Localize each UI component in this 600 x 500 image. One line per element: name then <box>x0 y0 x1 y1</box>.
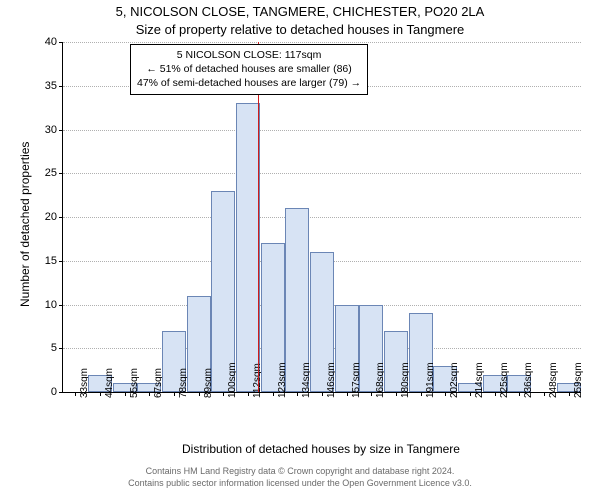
xtick-mark <box>569 392 570 396</box>
gridline <box>63 173 581 174</box>
ytick-label: 35 <box>45 80 57 92</box>
xtick-mark <box>445 392 446 396</box>
ytick-label: 40 <box>45 36 57 48</box>
gridline <box>63 42 581 43</box>
xtick-mark <box>273 392 274 396</box>
xtick-mark <box>100 392 101 396</box>
ytick-mark <box>59 173 63 174</box>
gridline <box>63 130 581 131</box>
ytick-mark <box>59 86 63 87</box>
xtick-mark <box>495 392 496 396</box>
x-axis-label: Distribution of detached houses by size … <box>62 442 580 456</box>
ytick-label: 5 <box>51 342 57 354</box>
xtick-mark <box>199 392 200 396</box>
xtick-mark <box>544 392 545 396</box>
chart-container: 5, NICOLSON CLOSE, TANGMERE, CHICHESTER,… <box>0 0 600 500</box>
ytick-label: 20 <box>45 211 57 223</box>
xtick-mark <box>125 392 126 396</box>
xtick-mark <box>470 392 471 396</box>
xtick-mark <box>297 392 298 396</box>
ytick-mark <box>59 392 63 393</box>
xtick-mark <box>149 392 150 396</box>
ytick-mark <box>59 42 63 43</box>
ytick-mark <box>59 305 63 306</box>
ytick-mark <box>59 261 63 262</box>
footer-line-1: Contains HM Land Registry data © Crown c… <box>0 466 600 478</box>
plot-area: 051015202530354033sqm44sqm55sqm67sqm78sq… <box>62 42 581 393</box>
xtick-label: 202sqm <box>449 362 460 398</box>
annotation-line-1: 5 NICOLSON CLOSE: 117sqm <box>137 48 361 62</box>
xtick-mark <box>421 392 422 396</box>
xtick-mark <box>322 392 323 396</box>
xtick-mark <box>519 392 520 396</box>
xtick-label: 259sqm <box>573 362 584 398</box>
xtick-mark <box>174 392 175 396</box>
xtick-mark <box>223 392 224 396</box>
chart-title-main: 5, NICOLSON CLOSE, TANGMERE, CHICHESTER,… <box>0 4 600 19</box>
gridline <box>63 217 581 218</box>
xtick-mark <box>248 392 249 396</box>
y-axis-label: Number of detached properties <box>18 142 32 307</box>
ytick-label: 0 <box>51 386 57 398</box>
xtick-label: 236sqm <box>523 362 534 398</box>
footer-line-2: Contains public sector information licen… <box>0 478 600 490</box>
annotation-line-3: 47% of semi-detached houses are larger (… <box>137 76 361 90</box>
ytick-mark <box>59 130 63 131</box>
ytick-label: 30 <box>45 124 57 136</box>
annotation-box: 5 NICOLSON CLOSE: 117sqm ← 51% of detach… <box>130 44 368 95</box>
xtick-mark <box>371 392 372 396</box>
ytick-mark <box>59 217 63 218</box>
ytick-label: 25 <box>45 167 57 179</box>
xtick-mark <box>347 392 348 396</box>
histogram-bar <box>236 103 260 392</box>
xtick-mark <box>75 392 76 396</box>
xtick-mark <box>396 392 397 396</box>
annotation-line-2: ← 51% of detached houses are smaller (86… <box>137 62 361 76</box>
ytick-label: 10 <box>45 299 57 311</box>
xtick-label: 248sqm <box>548 362 559 398</box>
ytick-label: 15 <box>45 255 57 267</box>
ytick-mark <box>59 348 63 349</box>
chart-title-sub: Size of property relative to detached ho… <box>0 22 600 37</box>
footer-attribution: Contains HM Land Registry data © Crown c… <box>0 466 600 489</box>
